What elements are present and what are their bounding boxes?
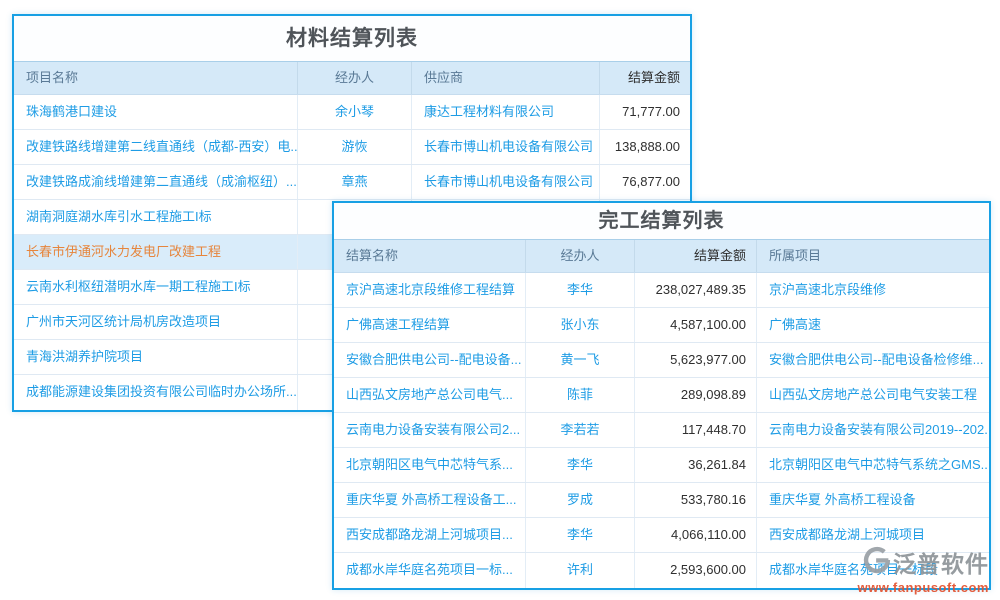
cell-amount: 36,261.84 [635, 448, 757, 482]
material-table-header: 项目名称 经办人 供应商 结算金额 [14, 61, 690, 95]
cell-amount: 533,780.16 [635, 483, 757, 517]
table-row[interactable]: 山西弘文房地产总公司电气... 陈菲 289,098.89 山西弘文房地产总公司电气安… [334, 378, 989, 413]
cell-name: 京沪高速北京段维修工程结算 [334, 273, 526, 307]
table-row[interactable]: 珠海鹤港口建设 余小琴 康达工程材料有限公司 71,777.00 [14, 95, 690, 130]
header-handler: 经办人 [298, 62, 412, 94]
cell-amount: 4,587,100.00 [635, 308, 757, 342]
cell-handler: 李华 [526, 518, 635, 552]
cell-project: 安徽合肥供电公司--配电设备检修维... [769, 352, 984, 367]
header-settlement-name: 结算名称 [334, 240, 526, 272]
cell-amount: 289,098.89 [635, 378, 757, 412]
cell-project: 山西弘文房地产总公司电气安装工程 [769, 387, 978, 402]
cell-amount: 238,027,489.35 [635, 273, 757, 307]
cell-handler: 章燕 [298, 165, 412, 199]
header-amount: 结算金额 [627, 70, 680, 85]
cell-name: 成都水岸华庭名苑项目一标... [334, 553, 526, 588]
watermark-brand-text: 泛普软件 [893, 551, 989, 577]
cell-handler: 罗成 [526, 483, 635, 517]
cell-amount: 5,623,977.00 [635, 343, 757, 377]
table-row[interactable]: 重庆华夏 外高桥工程设备工... 罗成 533,780.16 重庆华夏 外高桥工程设备 [334, 483, 989, 518]
table-row[interactable]: 京沪高速北京段维修工程结算 李华 238,027,489.35 京沪高速北京段维修 [334, 273, 989, 308]
cell-project: 广佛高速 [769, 317, 822, 332]
completion-table-title: 完工结算列表 [334, 203, 989, 239]
header-supplier: 供应商 [412, 62, 600, 94]
cell-project: 成都水岸华庭名苑项目一标段 [769, 562, 939, 577]
table-row[interactable]: 广佛高速工程结算 张小东 4,587,100.00 广佛高速 [334, 308, 989, 343]
cell-name: 改建铁路线增建第二线直通线（成都-西安）电... [14, 130, 298, 164]
watermark-url-text: www.fanpusoft.com [857, 580, 989, 595]
cell-name: 云南电力设备安装有限公司2... [334, 413, 526, 447]
cell-handler: 李华 [526, 273, 635, 307]
cell-project: 重庆华夏 外高桥工程设备 [769, 492, 916, 507]
table-row[interactable]: 改建铁路线增建第二线直通线（成都-西安）电... 游恢 长春市博山机电设备有限公司 1… [14, 130, 690, 165]
cell-handler: 李华 [526, 448, 635, 482]
cell-name: 西安成都路龙湖上河城项目... [334, 518, 526, 552]
cell-name: 重庆华夏 外高桥工程设备工... [334, 483, 526, 517]
cell-project: 西安成都路龙湖上河城项目 [769, 527, 926, 542]
cell-name: 山西弘文房地产总公司电气... [334, 378, 526, 412]
cell-name: 广州市天河区统计局机房改造项目 [14, 305, 298, 339]
header-amount: 结算金额 [635, 240, 757, 272]
cell-amount: 2,593,600.00 [635, 553, 757, 588]
fanpu-logo-icon [863, 546, 891, 579]
cell-name: 北京朝阳区电气中芯特气系... [334, 448, 526, 482]
cell-project: 云南电力设备安装有限公司2019--202... [769, 422, 989, 437]
cell-handler: 余小琴 [298, 95, 412, 129]
cell-name: 湖南洞庭湖水库引水工程施工I标 [14, 200, 298, 234]
cell-project: 北京朝阳区电气中芯特气系统之GMS... [769, 457, 989, 472]
cell-amount: 76,877.00 [622, 174, 680, 189]
table-row[interactable]: 安徽合肥供电公司--配电设备... 黄一飞 5,623,977.00 安徽合肥供电公司… [334, 343, 989, 378]
cell-name: 改建铁路成渝线增建第二直通线（成渝枢纽）... [14, 165, 298, 199]
cell-name: 珠海鹤港口建设 [14, 95, 298, 129]
material-table-title: 材料结算列表 [14, 16, 690, 61]
header-parent-project: 所属项目 [769, 248, 822, 263]
cell-handler: 游恢 [298, 130, 412, 164]
cell-amount: 138,888.00 [614, 139, 680, 154]
cell-name: 云南水利枢纽潜明水库一期工程施工I标 [14, 270, 298, 304]
cell-amount: 117,448.70 [635, 413, 757, 447]
header-project-name: 项目名称 [14, 62, 298, 94]
cell-name: 青海洪湖养护院项目 [14, 340, 298, 374]
completion-table-header: 结算名称 经办人 结算金额 所属项目 [334, 239, 989, 273]
header-handler: 经办人 [526, 240, 635, 272]
cell-name: 长春市伊通河水力发电厂改建工程 [14, 235, 298, 269]
cell-project: 京沪高速北京段维修 [769, 282, 887, 297]
table-row[interactable]: 改建铁路成渝线增建第二直通线（成渝枢纽）... 章燕 长春市博山机电设备有限公司 76… [14, 165, 690, 200]
cell-name: 成都能源建设集团投资有限公司临时办公场所... [14, 375, 298, 410]
cell-amount: 4,066,110.00 [635, 518, 757, 552]
cell-handler: 陈菲 [526, 378, 635, 412]
completion-settlement-table: 完工结算列表 结算名称 经办人 结算金额 所属项目 京沪高速北京段维修工程结算李… [332, 201, 991, 590]
cell-handler: 李若若 [526, 413, 635, 447]
cell-name: 安徽合肥供电公司--配电设备... [334, 343, 526, 377]
completion-table-body: 京沪高速北京段维修工程结算 李华 238,027,489.35 京沪高速北京段维修 广佛… [334, 273, 989, 588]
table-row[interactable]: 北京朝阳区电气中芯特气系... 李华 36,261.84 北京朝阳区电气中芯特气系统之… [334, 448, 989, 483]
cell-name: 广佛高速工程结算 [334, 308, 526, 342]
cell-handler: 张小东 [526, 308, 635, 342]
fanpu-watermark: 泛普软件 www.fanpusoft.com [857, 545, 989, 595]
cell-amount: 71,777.00 [622, 104, 680, 119]
cell-supplier: 长春市博山机电设备有限公司 [412, 130, 600, 164]
table-row[interactable]: 云南电力设备安装有限公司2... 李若若 117,448.70 云南电力设备安装有限公… [334, 413, 989, 448]
cell-supplier: 长春市博山机电设备有限公司 [412, 165, 600, 199]
cell-handler: 黄一飞 [526, 343, 635, 377]
cell-handler: 许利 [526, 553, 635, 588]
cell-supplier: 康达工程材料有限公司 [412, 95, 600, 129]
